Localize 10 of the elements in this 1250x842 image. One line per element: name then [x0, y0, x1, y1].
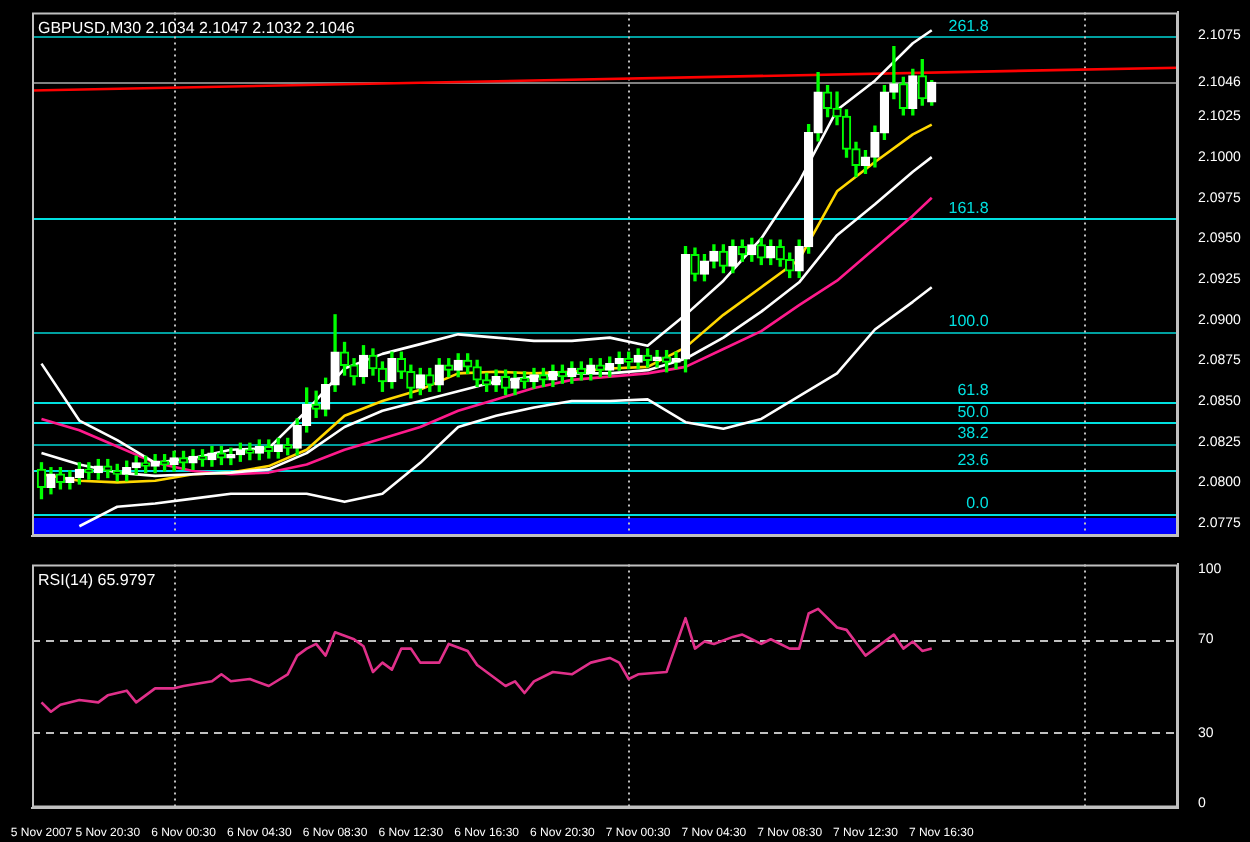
annotation: 38.2 [957, 423, 990, 442]
text: RSI(14) 65.9797 [38, 570, 157, 589]
annotation: 0.0 [966, 493, 990, 512]
annotation: 23.6 [957, 451, 990, 470]
annotation: 261.8 [948, 17, 990, 36]
annotation: 61.8 [957, 381, 990, 400]
annotation: 100.0 [948, 311, 990, 330]
annotation: 50.0 [957, 402, 990, 421]
annotation: 161.8 [948, 199, 990, 218]
text: GBPUSD,M30 2.1034 2.1047 2.1032 2.1046 [38, 18, 356, 37]
